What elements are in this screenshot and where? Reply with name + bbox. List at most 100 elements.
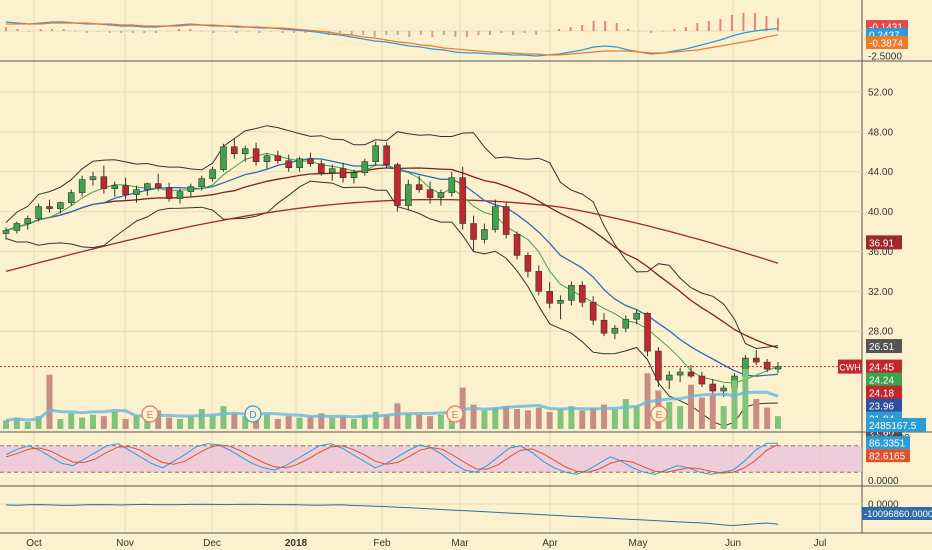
candle-body[interactable]: [568, 285, 575, 301]
candle-body[interactable]: [2, 230, 10, 234]
x-axis-label: Apr: [542, 538, 558, 549]
candle-body[interactable]: [350, 172, 358, 178]
candle-body[interactable]: [405, 184, 412, 206]
candle-body[interactable]: [13, 223, 21, 231]
candle-body[interactable]: [589, 301, 597, 321]
candle-body[interactable]: [415, 184, 423, 190]
macd-histogram-bar: [615, 23, 618, 31]
candle-body[interactable]: [176, 191, 184, 199]
candle-body[interactable]: [111, 185, 119, 189]
candle-body[interactable]: [502, 206, 510, 235]
candle-body[interactable]: [763, 361, 771, 370]
volume-bar: [166, 417, 173, 429]
candle-body[interactable]: [459, 177, 466, 224]
candle-body[interactable]: [361, 161, 369, 173]
candle-body[interactable]: [57, 202, 64, 209]
volume-bar: [176, 419, 183, 429]
candle-body[interactable]: [67, 192, 75, 203]
candle-body[interactable]: [676, 371, 684, 376]
candle-body[interactable]: [100, 176, 108, 189]
ma-long-line: [5, 198, 779, 273]
candle-body[interactable]: [426, 189, 434, 198]
candle-body[interactable]: [133, 189, 140, 195]
candle-body[interactable]: [241, 148, 249, 155]
candle-body[interactable]: [165, 187, 173, 199]
candle-body[interactable]: [709, 383, 717, 392]
candle-body[interactable]: [524, 255, 532, 272]
volume-bar: [437, 414, 444, 429]
candle-body[interactable]: [600, 319, 608, 334]
candle-body[interactable]: [372, 145, 379, 163]
candle-body[interactable]: [35, 206, 42, 219]
candle-body[interactable]: [274, 155, 282, 162]
candle-body[interactable]: [24, 218, 32, 224]
candle-body[interactable]: [285, 160, 292, 169]
candle-body[interactable]: [720, 387, 727, 392]
candle-body[interactable]: [46, 206, 53, 209]
candle-body[interactable]: [492, 206, 499, 230]
candle-body[interactable]: [481, 229, 488, 240]
candle-body[interactable]: [557, 299, 564, 304]
event-marker[interactable]: [446, 405, 464, 423]
candle-body[interactable]: [209, 169, 216, 179]
candle-body[interactable]: [231, 146, 238, 155]
candle-body[interactable]: [263, 155, 271, 163]
macd-histogram-bar: [120, 31, 123, 33]
candle-body[interactable]: [611, 327, 619, 334]
candle-body[interactable]: [448, 177, 456, 193]
candle-body[interactable]: [655, 350, 662, 381]
candle-body[interactable]: [154, 183, 162, 188]
volume-bar: [764, 407, 771, 429]
candle-body[interactable]: [546, 291, 553, 304]
candle-body[interactable]: [437, 192, 445, 198]
candle-body[interactable]: [633, 312, 640, 320]
candle-body[interactable]: [122, 185, 129, 195]
candle-body[interactable]: [307, 158, 314, 165]
candle-body[interactable]: [644, 312, 651, 352]
candle-body[interactable]: [78, 179, 86, 193]
candle-body[interactable]: [89, 176, 97, 180]
candle-body[interactable]: [339, 168, 347, 178]
candle-body[interactable]: [394, 164, 401, 206]
candle-body[interactable]: [296, 158, 303, 168]
candle-body[interactable]: [578, 285, 586, 303]
volume-bar: [46, 374, 53, 429]
candle-body[interactable]: [470, 223, 477, 240]
candle-body[interactable]: [220, 146, 227, 170]
macd-histogram-bar: [235, 31, 238, 33]
candle-body[interactable]: [187, 186, 195, 192]
candle-body[interactable]: [698, 375, 706, 385]
candle-body[interactable]: [687, 371, 695, 377]
candle-body[interactable]: [513, 234, 521, 256]
macd-histogram-bar: [581, 25, 584, 31]
candle-body[interactable]: [535, 271, 543, 292]
event-marker[interactable]: [244, 405, 262, 423]
stoch-badge: [866, 436, 910, 450]
volume-bar: [427, 416, 434, 429]
candle-body[interactable]: [774, 366, 782, 370]
candle-body[interactable]: [752, 357, 760, 363]
price-scale-label: 28.00: [868, 327, 893, 338]
candle-body[interactable]: [622, 318, 630, 329]
candle-body[interactable]: [252, 148, 260, 163]
macd-histogram-bar: [650, 31, 653, 33]
bollinger-lower-line: [5, 180, 779, 427]
volume-bar: [372, 411, 379, 429]
volume-bar: [318, 413, 325, 429]
candle-body[interactable]: [383, 145, 390, 166]
price-badge: [866, 385, 902, 400]
event-marker[interactable]: [650, 405, 668, 423]
candle-body[interactable]: [198, 178, 206, 187]
price-badge-label: 24.18: [869, 389, 894, 400]
volume-bar: [24, 421, 31, 429]
candle-body[interactable]: [318, 163, 325, 173]
stoch-k-line: [5, 442, 778, 475]
candle-body[interactable]: [665, 374, 673, 381]
obv-badge-label: -10096860.0000: [864, 509, 932, 520]
candle-body[interactable]: [144, 183, 151, 190]
candle-body[interactable]: [328, 168, 336, 173]
event-marker[interactable]: [141, 405, 159, 423]
macd-scale-label: -2.5000: [868, 52, 902, 63]
